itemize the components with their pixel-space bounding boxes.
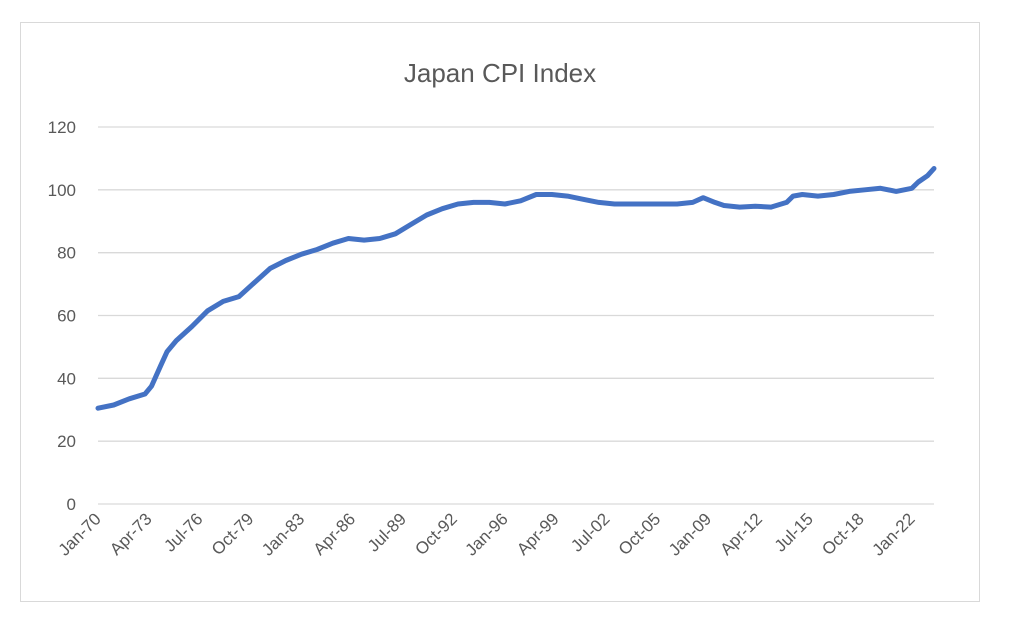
x-tick-label: Jan-96 [462,509,512,559]
chart-title: Japan CPI Index [404,58,596,88]
x-tick-label: Jan-09 [665,509,715,559]
x-tick-label: Oct-79 [208,509,258,559]
x-tick-label: Jul-15 [771,509,817,555]
x-tick-label: Apr-99 [513,509,563,559]
series-layer [95,166,937,411]
x-tick-label: Jul-02 [567,509,613,555]
y-tick-label: 100 [48,181,76,200]
y-tick-label: 40 [57,369,76,388]
x-tick-label: Jul-89 [364,509,410,555]
y-tick-label: 60 [57,307,76,326]
x-tick-label: Jan-70 [55,509,105,559]
y-tick-label: 0 [67,495,76,514]
gridlines [98,126,934,505]
x-tick-label: Apr-12 [717,509,767,559]
x-tick-label: Oct-18 [818,509,868,559]
x-tick-label: Jan-22 [868,509,918,559]
chart-frame: Japan CPI Index 0 20 40 60 80 100 120 Jan-70 Ap… [20,22,980,602]
x-tick-label: Oct-92 [411,509,461,559]
x-tick-label: Apr-86 [310,509,360,559]
x-tick-label: Oct-05 [615,509,665,559]
y-tick-labels: 0 20 40 60 80 100 120 [48,118,76,514]
series-line-0 [95,166,937,411]
y-tick-label: 120 [48,118,76,137]
y-tick-label: 20 [57,432,76,451]
y-tick-label: 80 [57,244,76,263]
x-tick-label: Jul-76 [160,509,206,555]
x-tick-label: Jan-83 [258,509,308,559]
x-tick-labels: Jan-70 Apr-73 Jul-76 Oct-79 Jan-83 Apr-86 Jul-… [55,509,919,559]
x-tick-label: Apr-73 [106,509,156,559]
